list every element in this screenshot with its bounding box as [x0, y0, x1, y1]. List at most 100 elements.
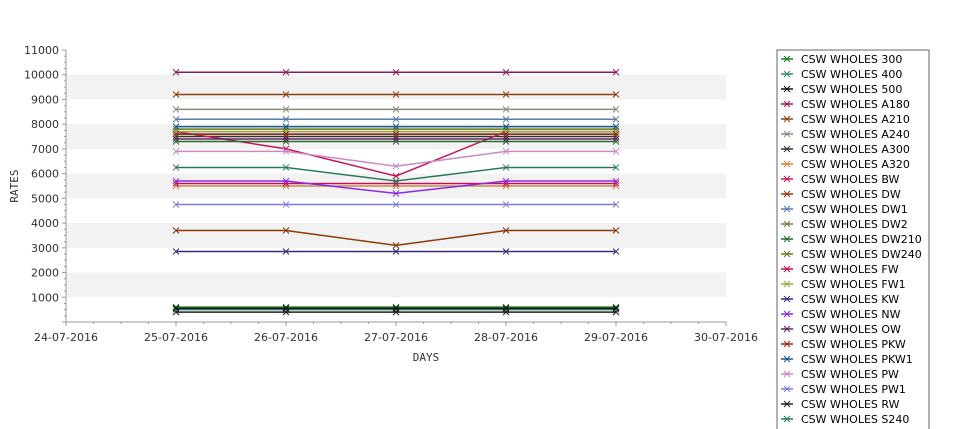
legend-label: CSW WHOLES PKW1 [801, 353, 913, 366]
data-point-marker [392, 172, 400, 180]
legend-label: CSW WHOLES A300 [801, 143, 910, 156]
y-tick-label: 4000 [31, 217, 59, 230]
x-tick-label: 24-07-2016 [34, 331, 98, 344]
legend-label: CSW WHOLES DW240 [801, 248, 922, 261]
legend-label: CSW WHOLES RW [801, 398, 900, 411]
legend-marker [783, 250, 791, 258]
series-csw-wholes-400 [172, 306, 620, 313]
legend-marker [783, 175, 791, 183]
data-point-marker [282, 201, 290, 208]
legend-label: CSW WHOLES FW [801, 263, 899, 276]
data-point-marker [392, 241, 400, 249]
series-csw-wholes-dw [172, 227, 620, 249]
data-point-marker [502, 115, 510, 123]
legend-label: CSW WHOLES S240 [801, 413, 909, 426]
y-tick-label: 6000 [31, 168, 59, 181]
y-tick-label: 3000 [31, 242, 59, 255]
data-point-marker [502, 68, 510, 76]
data-point-marker [392, 130, 400, 138]
data-point-marker [502, 227, 510, 234]
data-point-marker [392, 190, 400, 197]
data-point-marker [282, 135, 290, 143]
grid-band [66, 74, 726, 100]
legend-label: CSW WHOLES PKW [801, 338, 906, 351]
data-point-marker [172, 201, 180, 208]
legend-marker [783, 55, 791, 63]
x-tick-label: 26-07-2016 [254, 331, 318, 344]
data-point-marker [392, 308, 400, 316]
data-point-marker [612, 177, 620, 185]
y-tick-label: 2000 [31, 267, 59, 280]
data-point-marker [612, 227, 620, 234]
x-tick-label: 27-07-2016 [364, 331, 428, 344]
data-point-marker [172, 115, 180, 123]
legend-marker [783, 205, 791, 213]
series-csw-wholes-a210 [172, 91, 620, 98]
legend-label: CSW WHOLES FW1 [801, 278, 906, 291]
legend-marker [783, 355, 791, 363]
legend-marker [783, 100, 791, 108]
x-axis-title: DAYS [413, 351, 440, 364]
data-point-marker [282, 227, 290, 234]
data-point-marker [612, 201, 620, 208]
legend-label: CSW WHOLES PW [801, 368, 899, 381]
legend-label: CSW WHOLES DW2 [801, 218, 908, 231]
legend-marker [783, 400, 791, 408]
data-point-marker [612, 248, 620, 255]
y-tick-label: 5000 [31, 192, 59, 205]
legend-marker [783, 115, 791, 123]
data-point-marker [502, 248, 510, 255]
legend-marker [783, 370, 791, 378]
data-point-marker [392, 248, 400, 255]
legend-marker [783, 295, 791, 303]
data-point-marker [392, 91, 400, 98]
y-tick-label: 7000 [31, 143, 59, 156]
grid-band [66, 223, 726, 248]
data-point-marker [172, 177, 180, 185]
data-point-marker [612, 130, 620, 138]
data-point-marker [282, 115, 290, 123]
data-point-marker [502, 91, 510, 98]
data-point-marker [502, 177, 510, 185]
data-point-marker [172, 164, 180, 171]
data-point-marker [392, 201, 400, 208]
data-point-marker [282, 248, 290, 255]
grid-bands [66, 74, 726, 298]
data-point-marker [172, 123, 180, 131]
x-tick-label: 29-07-2016 [584, 331, 648, 344]
data-point-marker [172, 105, 180, 113]
series-csw-wholes-kw [172, 248, 620, 255]
data-point-marker [392, 115, 400, 123]
data-point-marker [612, 135, 620, 143]
legend-marker [783, 160, 791, 168]
data-point-marker [392, 123, 400, 131]
series-csw-wholes-pkw [172, 130, 620, 138]
data-point-marker [502, 201, 510, 208]
legend-marker [783, 310, 791, 318]
x-tick-label: 30-07-2016 [694, 331, 758, 344]
series-layer [172, 68, 620, 316]
data-point-marker [612, 68, 620, 76]
series-line [176, 150, 616, 167]
data-point-marker [172, 248, 180, 255]
data-point-marker [502, 130, 510, 138]
legend-marker [783, 85, 791, 93]
legend-box [776, 49, 930, 429]
legend-label: CSW WHOLES 400 [801, 68, 902, 81]
legend-marker [783, 235, 791, 243]
y-tick-label: 10000 [24, 69, 59, 82]
data-point-marker [502, 123, 510, 131]
legend-marker [783, 385, 791, 393]
legend-label: CSW WHOLES 300 [801, 53, 902, 66]
legend-marker [783, 70, 791, 78]
series-csw-wholes-pkw1 [172, 123, 620, 131]
legend-marker [783, 340, 791, 348]
legend-marker [783, 220, 791, 228]
series-csw-wholes-500 [172, 305, 620, 312]
data-point-marker [172, 130, 180, 138]
legend-marker [783, 265, 791, 273]
data-point-marker [612, 91, 620, 98]
data-point-marker [392, 177, 400, 185]
legend-label: CSW WHOLES A240 [801, 128, 910, 141]
